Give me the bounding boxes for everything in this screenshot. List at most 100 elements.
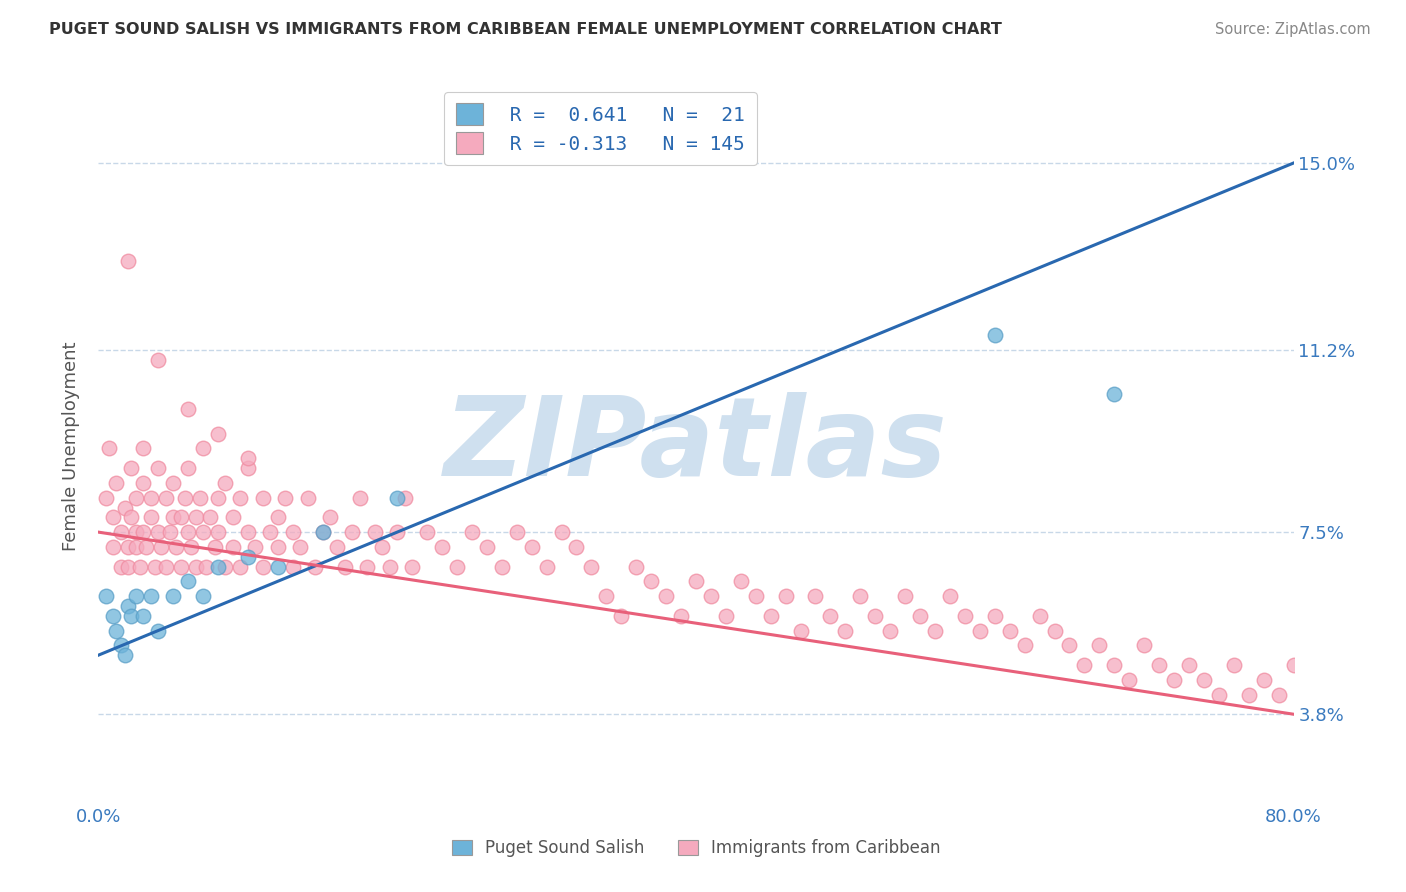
Point <box>148 525 170 540</box>
Point <box>177 574 200 589</box>
Point <box>342 525 364 540</box>
Point <box>177 402 200 417</box>
Point <box>132 442 155 456</box>
Point <box>245 540 267 554</box>
Point <box>148 624 170 638</box>
Point <box>1118 673 1140 687</box>
Point <box>155 559 177 574</box>
Y-axis label: Female Unemployment: Female Unemployment <box>62 342 80 550</box>
Point <box>139 491 162 505</box>
Point <box>207 491 229 505</box>
Point <box>349 491 371 505</box>
Point <box>1267 688 1289 702</box>
Point <box>333 559 356 574</box>
Point <box>506 525 529 540</box>
Point <box>550 525 572 540</box>
Point <box>191 525 214 540</box>
Point <box>297 491 319 505</box>
Point <box>132 525 155 540</box>
Point <box>222 510 245 524</box>
Point <box>139 510 162 524</box>
Point <box>267 540 290 554</box>
Point <box>1282 658 1305 673</box>
Point <box>311 525 333 540</box>
Point <box>865 608 887 623</box>
Point <box>174 491 197 505</box>
Point <box>117 599 139 613</box>
Point <box>117 559 139 574</box>
Point <box>394 491 416 505</box>
Point <box>125 491 148 505</box>
Point <box>200 510 222 524</box>
Point <box>135 540 157 554</box>
Legend: Puget Sound Salish, Immigrants from Caribbean: Puget Sound Salish, Immigrants from Cari… <box>443 831 949 866</box>
Point <box>789 624 811 638</box>
Point <box>745 589 768 603</box>
Point <box>1088 638 1111 652</box>
Point <box>110 559 132 574</box>
Point <box>1043 624 1066 638</box>
Point <box>378 559 401 574</box>
Text: PUGET SOUND SALISH VS IMMIGRANTS FROM CARIBBEAN FEMALE UNEMPLOYMENT CORRELATION : PUGET SOUND SALISH VS IMMIGRANTS FROM CA… <box>49 22 1002 37</box>
Point <box>114 500 136 515</box>
Text: Source: ZipAtlas.com: Source: ZipAtlas.com <box>1215 22 1371 37</box>
Point <box>1223 658 1246 673</box>
Point <box>148 352 170 367</box>
Point <box>998 624 1021 638</box>
Text: ZIPatlas: ZIPatlas <box>444 392 948 500</box>
Point <box>94 589 117 603</box>
Point <box>969 624 991 638</box>
Point <box>162 589 184 603</box>
Point <box>319 510 342 524</box>
Point <box>640 574 662 589</box>
Point <box>162 510 184 524</box>
Point <box>191 442 214 456</box>
Point <box>446 559 468 574</box>
Point <box>148 461 170 475</box>
Point <box>430 540 453 554</box>
Point <box>117 540 139 554</box>
Point <box>491 559 513 574</box>
Point <box>155 491 177 505</box>
Point <box>1192 673 1215 687</box>
Point <box>110 638 132 652</box>
Point <box>1073 658 1095 673</box>
Point <box>984 328 1007 343</box>
Point <box>120 608 142 623</box>
Point <box>188 491 211 505</box>
Point <box>416 525 439 540</box>
Point <box>150 540 173 554</box>
Point <box>184 559 207 574</box>
Point <box>364 525 387 540</box>
Point <box>595 589 617 603</box>
Point <box>103 510 125 524</box>
Point <box>581 559 603 574</box>
Point <box>894 589 917 603</box>
Point <box>195 559 218 574</box>
Point <box>125 525 148 540</box>
Point <box>879 624 901 638</box>
Point <box>700 589 723 603</box>
Point <box>204 540 226 554</box>
Point <box>610 608 633 623</box>
Point <box>94 491 117 505</box>
Point <box>125 589 148 603</box>
Point <box>259 525 281 540</box>
Point <box>132 475 155 490</box>
Point <box>984 608 1007 623</box>
Point <box>475 540 498 554</box>
Point <box>139 589 162 603</box>
Point <box>714 608 737 623</box>
Point <box>281 525 304 540</box>
Point <box>385 525 409 540</box>
Point <box>655 589 678 603</box>
Point <box>326 540 349 554</box>
Point <box>236 451 259 466</box>
Point <box>177 525 200 540</box>
Point <box>1253 673 1275 687</box>
Point <box>1237 688 1260 702</box>
Point <box>229 491 252 505</box>
Point <box>162 475 184 490</box>
Point <box>236 461 259 475</box>
Point <box>311 525 333 540</box>
